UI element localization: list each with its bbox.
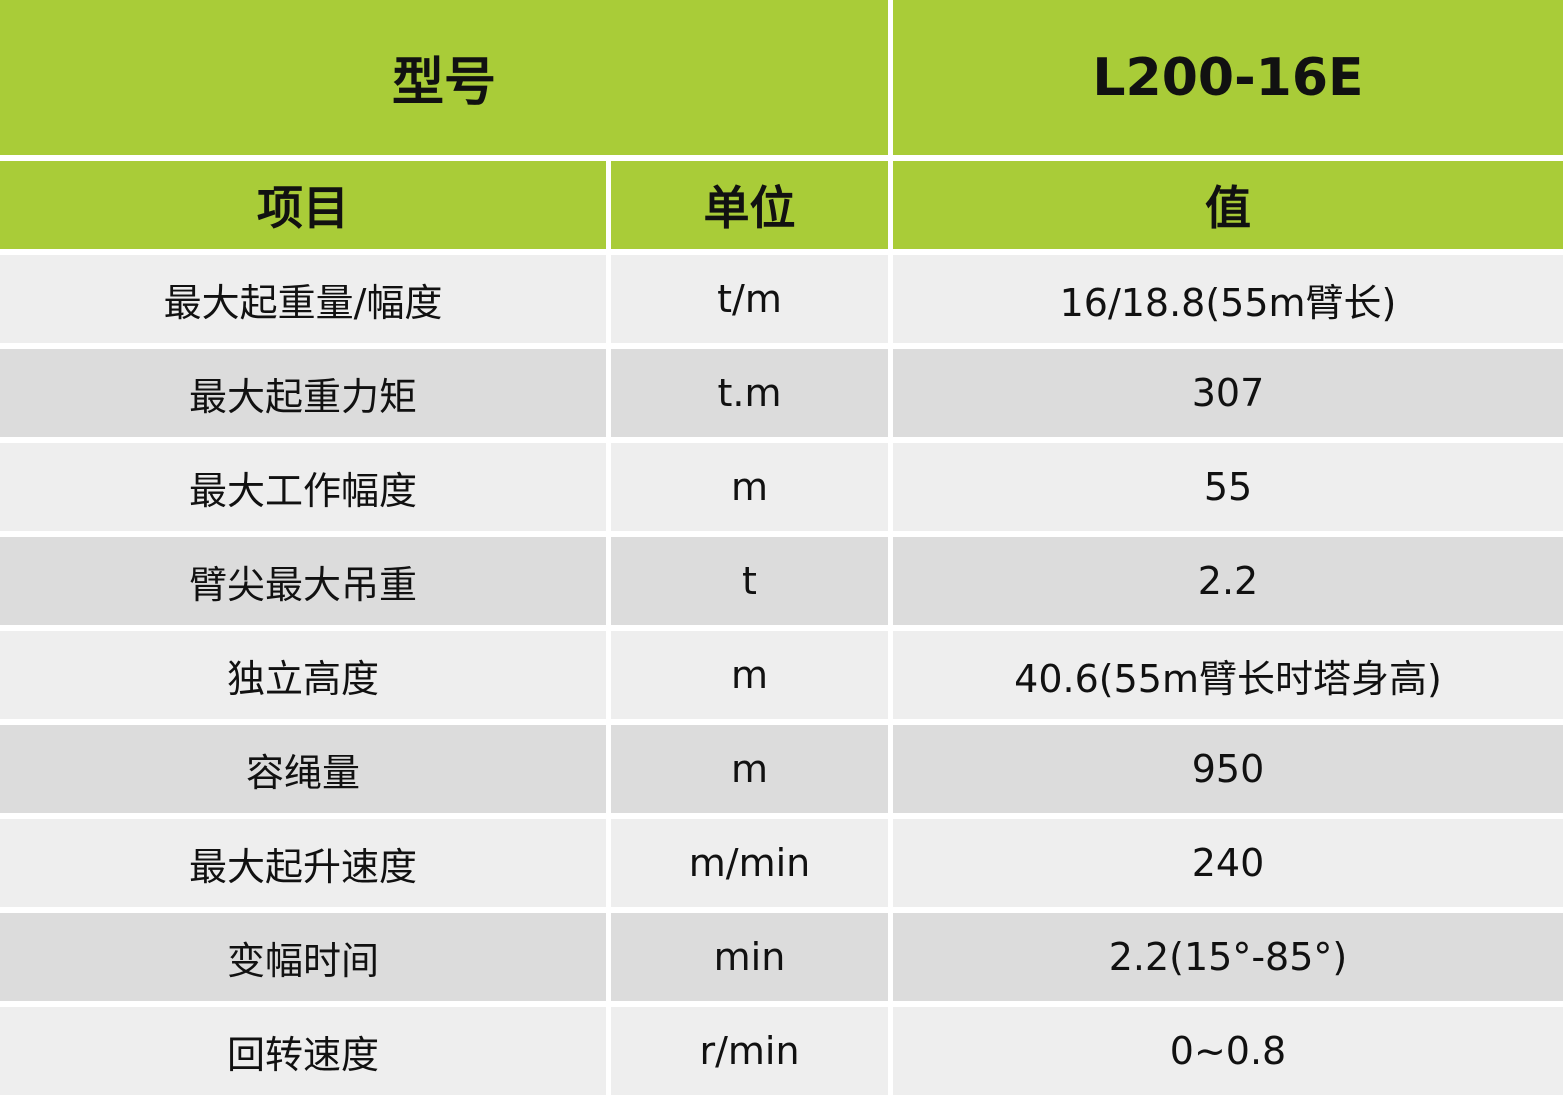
model-value: L200-16E [893,0,1563,155]
table-cell-item: 最大起升速度 [0,819,606,907]
table-cell-unit: t/m [611,255,888,343]
table-cell-unit: t [611,537,888,625]
table-cell-unit: min [611,913,888,1001]
table-cell-unit: m [611,631,888,719]
table-cell-item: 臂尖最大吊重 [0,537,606,625]
table-cell-item: 回转速度 [0,1007,606,1095]
table-cell-value: 2.2(15°-85°) [893,913,1563,1001]
table-cell-item: 容绳量 [0,725,606,813]
table-cell-unit: m [611,443,888,531]
model-label: 型号 [0,0,888,155]
table-cell-value: 16/18.8(55m臂长) [893,255,1563,343]
table-cell-value: 307 [893,349,1563,437]
table-cell-unit: m [611,725,888,813]
column-header-value: 值 [893,161,1563,249]
table-cell-unit: r/min [611,1007,888,1095]
table-cell-item: 独立高度 [0,631,606,719]
table-cell-value: 2.2 [893,537,1563,625]
column-header-item: 项目 [0,161,606,249]
table-cell-value: 0~0.8 [893,1007,1563,1095]
table-cell-item: 变幅时间 [0,913,606,1001]
table-cell-item: 最大起重力矩 [0,349,606,437]
table-cell-item: 最大起重量/幅度 [0,255,606,343]
table-cell-value: 240 [893,819,1563,907]
table-cell-value: 40.6(55m臂长时塔身高) [893,631,1563,719]
table-cell-value: 55 [893,443,1563,531]
table-cell-item: 最大工作幅度 [0,443,606,531]
table-cell-value: 950 [893,725,1563,813]
column-header-unit: 单位 [611,161,888,249]
table-cell-unit: m/min [611,819,888,907]
table-cell-unit: t.m [611,349,888,437]
